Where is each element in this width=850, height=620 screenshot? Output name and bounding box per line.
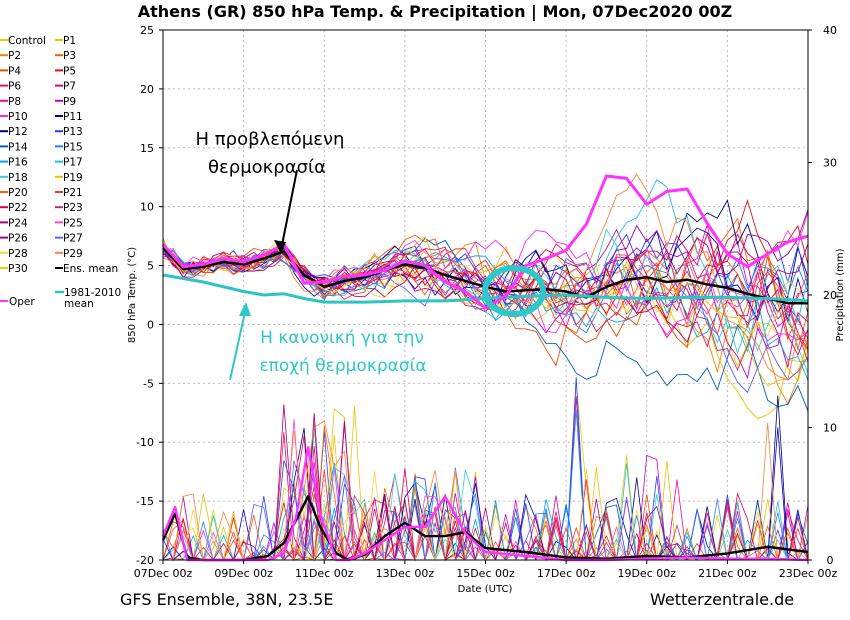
x-tick-label: 15Dec 00z: [456, 567, 515, 580]
legend-label: P1: [63, 35, 76, 47]
legend-label: P14: [8, 141, 28, 153]
annotation-forecast-line2: θερμοκρασία: [208, 157, 326, 178]
legend-label: 1981-2010: [64, 287, 121, 299]
y2-tick-label: 20: [823, 289, 837, 302]
legend-label: Control: [8, 35, 46, 47]
legend-label: P9: [63, 96, 76, 108]
legend-label: P5: [63, 65, 76, 77]
y2-tick-label: 0: [827, 554, 834, 567]
legend-label: P23: [63, 202, 83, 214]
legend-label: P20: [8, 187, 28, 199]
legend-label: Oper: [9, 296, 35, 308]
legend-label: P3: [63, 50, 76, 62]
legend-label: P29: [63, 248, 83, 260]
legend-label: P27: [63, 233, 83, 245]
y-tick-label: -5: [143, 377, 154, 390]
y-tick-label: 0: [147, 318, 154, 331]
legend-label: P10: [8, 111, 28, 123]
legend-label: P8: [8, 96, 21, 108]
legend-label: P25: [63, 217, 83, 229]
x-tick-label: 09Dec 00z: [214, 567, 273, 580]
footer-source: GFS Ensemble, 38N, 23.5E: [120, 590, 333, 609]
x-tick-label: 11Dec 00z: [295, 567, 354, 580]
legend-label: P28: [8, 248, 28, 260]
legend-label: P13: [63, 126, 83, 138]
y-tick-label: 15: [140, 142, 154, 155]
x-axis-ticks: 07Dec 00z 09Dec 00z 11Dec 00z 13Dec 00z 15De…: [134, 560, 838, 580]
ensemble-precipitation-lines: [162, 377, 809, 562]
legend-label: P11: [63, 111, 83, 123]
footer-credit: Wetterzentrale.de: [650, 590, 794, 609]
ensemble-member-temp-line: [162, 237, 809, 412]
legend-label: P2: [8, 50, 21, 62]
y2-tick-label: 40: [823, 24, 837, 37]
legend-label: P4: [8, 65, 21, 77]
ens-mean-precipitation-mm-line: [161, 495, 809, 562]
y-tick-label: 10: [140, 201, 154, 214]
legend-label: P26: [8, 233, 28, 245]
chart-title: Athens (GR) 850 hPa Temp. & Precipitatio…: [138, 2, 733, 22]
legend-label: P19: [63, 172, 83, 184]
x-tick-label: 07Dec 00z: [134, 567, 193, 580]
legend-label: P6: [8, 81, 21, 93]
oper-line: [161, 174, 809, 310]
legend-label: P17: [63, 157, 83, 169]
annotation-normal-line1: Η κανονική για την: [260, 328, 424, 348]
annotations: Η προβλεπόμενη θερμοκρασία Η κανονική γι…: [196, 129, 546, 381]
legend-label: P16: [8, 157, 28, 169]
x-tick-label: 23Dec 00z: [779, 567, 838, 580]
legend-label: Ens. mean: [63, 263, 118, 275]
y-axis-label: 850 hPa Temp. (°C): [127, 247, 138, 343]
annotation-forecast-arrowhead: [274, 240, 286, 254]
x-axis-label: Date (UTC): [458, 584, 513, 595]
annotation-highlight-circle: [482, 265, 546, 317]
legend-label: P18: [8, 172, 28, 184]
legend-label: P24: [8, 217, 28, 229]
x-tick-label: 21Dec 00z: [698, 567, 757, 580]
annotation-normal-arrowhead: [239, 302, 251, 316]
legend-label: P15: [63, 141, 83, 153]
y-tick-label: -15: [136, 495, 154, 508]
legend-label: P21: [63, 187, 83, 199]
y-tick-label: 25: [140, 24, 154, 37]
legend-label: mean: [64, 298, 94, 310]
annotation-normal-line2: εποχή θερμοκρασία: [259, 356, 426, 376]
annotation-forecast-line1: Η προβλεπόμενη: [196, 129, 345, 150]
1981-2010-mean-line: [162, 273, 809, 304]
y2-axis-ticks: 0 10 20 30 40: [808, 24, 837, 567]
y-axis-ticks: -20 -15 -10 -5 0 5 10 15 20 25: [136, 24, 163, 567]
legend: Control P1 P2 P3 P4 P5 P6 P7 P8 P9 P10 P11 P12 P13 P14…: [0, 35, 121, 310]
y-tick-label: -20: [136, 554, 154, 567]
y-tick-label: -10: [136, 436, 154, 449]
legend-label: P12: [8, 126, 28, 138]
y2-tick-label: 30: [823, 157, 837, 170]
x-tick-label: 19Dec 00z: [617, 567, 676, 580]
legend-label: P30: [8, 263, 28, 275]
ensemble-member-temp-line: [162, 199, 809, 314]
annotation-forecast-arrow: [280, 169, 298, 251]
y2-tick-label: 10: [823, 422, 837, 435]
y2-axis-label: Precipitation (mm): [835, 248, 846, 341]
x-tick-label: 17Dec 00z: [537, 567, 596, 580]
annotation-normal-arrow: [229, 311, 246, 381]
y-tick-label: 5: [147, 260, 154, 273]
ensemble-member-temp-line: [162, 245, 809, 372]
legend-label: P22: [8, 202, 28, 214]
x-tick-label: 13Dec 00z: [376, 567, 435, 580]
y-tick-label: 20: [140, 83, 154, 96]
legend-label: P7: [63, 81, 76, 93]
